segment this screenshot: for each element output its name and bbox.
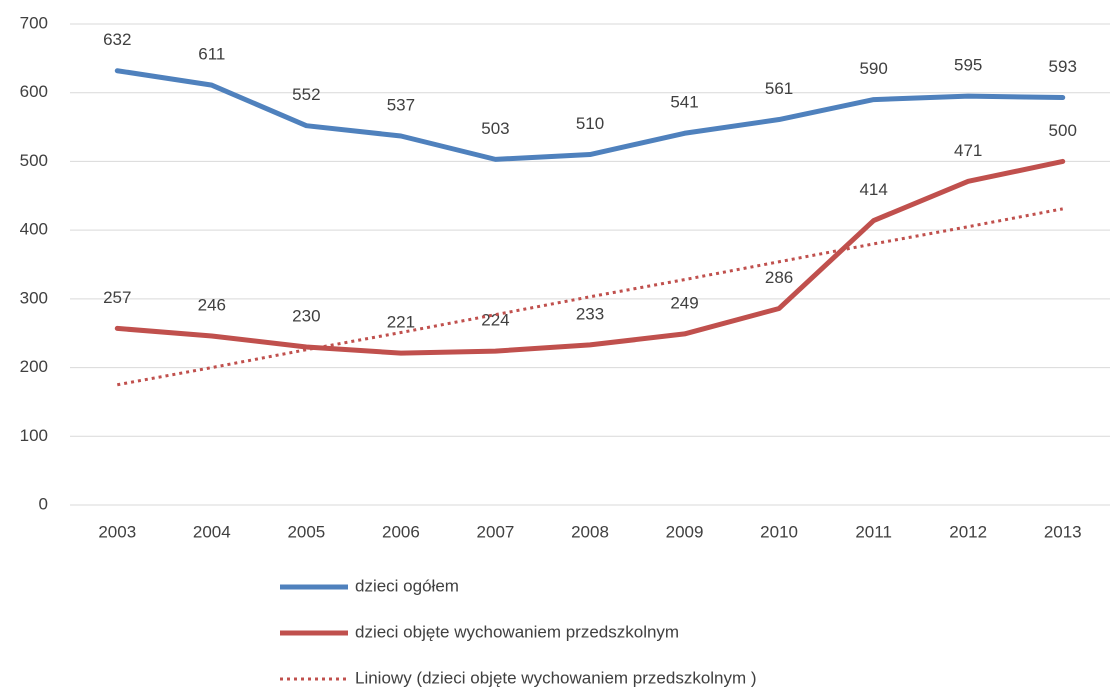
x-tick-label: 2007: [477, 522, 515, 541]
data-label: 471: [954, 141, 982, 160]
series-line: [117, 207, 1064, 387]
x-tick-label: 2013: [1044, 522, 1082, 541]
x-tick-label: 2010: [760, 522, 798, 541]
data-label: 590: [859, 59, 887, 78]
data-label: 503: [481, 119, 509, 138]
x-tick-label: 2006: [382, 522, 420, 541]
x-tick-label: 2009: [666, 522, 704, 541]
data-label: 541: [670, 93, 698, 112]
legend-label: dzieci ogółem: [355, 576, 459, 595]
data-label: 233: [576, 304, 604, 323]
x-tick-label: 2011: [855, 522, 892, 541]
x-tick-label: 2012: [949, 522, 987, 541]
y-tick-label: 300: [20, 288, 48, 307]
y-tick-label: 500: [20, 151, 48, 170]
data-label: 246: [198, 295, 226, 314]
x-tick-label: 2004: [193, 522, 231, 541]
data-label: 257: [103, 288, 131, 307]
data-label: 414: [859, 180, 887, 199]
legend-label: Liniowy (dzieci objęte wychowaniem przed…: [355, 668, 757, 687]
y-tick-label: 200: [20, 357, 48, 376]
x-tick-label: 2005: [287, 522, 325, 541]
data-label: 552: [292, 85, 320, 104]
data-label: 224: [481, 311, 509, 330]
legend-label: dzieci objęte wychowaniem przedszkolnym: [355, 622, 679, 641]
data-label: 611: [198, 45, 225, 64]
y-tick-label: 400: [20, 220, 48, 239]
data-label: 230: [292, 306, 320, 325]
data-label: 632: [103, 30, 131, 49]
x-tick-label: 2008: [571, 522, 609, 541]
data-label: 500: [1049, 121, 1077, 140]
data-label: 561: [765, 79, 793, 98]
data-label: 595: [954, 56, 982, 75]
data-label: 537: [387, 95, 415, 114]
y-tick-label: 0: [39, 494, 48, 513]
data-label: 221: [387, 313, 415, 332]
series-line: [114, 68, 1066, 162]
x-tick-label: 2003: [98, 522, 136, 541]
data-label: 593: [1049, 57, 1077, 76]
series-line: [114, 158, 1066, 356]
y-tick-label: 600: [20, 82, 48, 101]
data-label: 249: [670, 293, 698, 312]
data-label: 510: [576, 114, 604, 133]
y-tick-label: 700: [20, 13, 48, 32]
data-label: 286: [765, 268, 793, 287]
y-tick-label: 100: [20, 426, 48, 445]
